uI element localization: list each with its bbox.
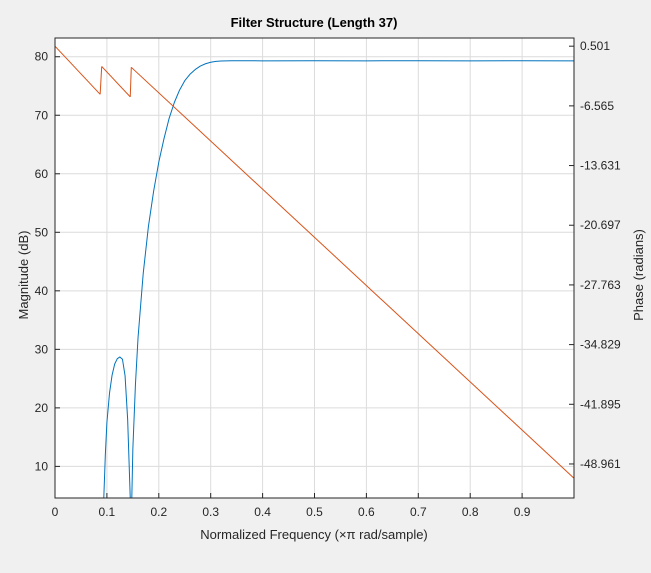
phase-line	[54, 45, 101, 95]
x-tick-label: 0.8	[462, 505, 479, 519]
phase-line	[129, 67, 132, 97]
left-tick-label: 40	[35, 284, 49, 298]
magnitude-line	[103, 356, 131, 499]
phase-line	[99, 66, 103, 95]
right-tick-label: -13.631	[580, 159, 621, 173]
x-tick-label: 0.1	[99, 505, 116, 519]
chart-title: Filter Structure (Length 37)	[231, 15, 398, 30]
right-axis-ticks: 0.501 -6.565 -13.631 -20.697 -27.763 -34.829 -…	[569, 39, 621, 471]
right-tick-label: -6.565	[580, 99, 614, 113]
left-axis-ticks: 10 20 30 40 50 60 70 80	[35, 50, 60, 473]
left-tick-label: 30	[35, 342, 49, 356]
series-lines	[54, 45, 575, 499]
grid-lines	[54, 38, 574, 498]
right-tick-label: -20.697	[580, 218, 621, 232]
left-tick-label: 50	[35, 225, 49, 239]
left-tick-label: 70	[35, 108, 49, 122]
x-tick-label: 0.6	[358, 505, 375, 519]
left-tick-label: 10	[35, 459, 49, 473]
x-tick-label: 0.7	[410, 505, 427, 519]
right-tick-label: -34.829	[580, 338, 621, 352]
x-tick-label: 0.2	[150, 505, 167, 519]
x-tick-label: 0.4	[254, 505, 271, 519]
right-tick-label: -27.763	[580, 278, 621, 292]
phase-line	[101, 66, 131, 98]
left-tick-label: 20	[35, 401, 49, 415]
left-tick-label: 60	[35, 167, 49, 181]
x-tick-label: 0.9	[514, 505, 531, 519]
right-tick-label: 0.501	[580, 39, 610, 53]
phase-line	[130, 66, 575, 479]
x-axis-ticks: 0 0.1 0.2 0.3 0.4 0.5 0.6 0.7 0.8 0.9	[52, 493, 531, 519]
x-axis-label: Normalized Frequency (×π rad/sample)	[200, 527, 428, 542]
left-tick-label: 80	[35, 50, 49, 64]
x-tick-label: 0	[52, 505, 59, 519]
x-tick-label: 0.3	[202, 505, 219, 519]
right-tick-label: -41.895	[580, 397, 621, 411]
right-tick-label: -48.961	[580, 457, 621, 471]
magnitude-line	[131, 60, 575, 499]
right-axis-label: Phase (radians)	[631, 229, 646, 321]
x-tick-label: 0.5	[306, 505, 323, 519]
left-axis-label: Magnitude (dB)	[16, 231, 31, 320]
